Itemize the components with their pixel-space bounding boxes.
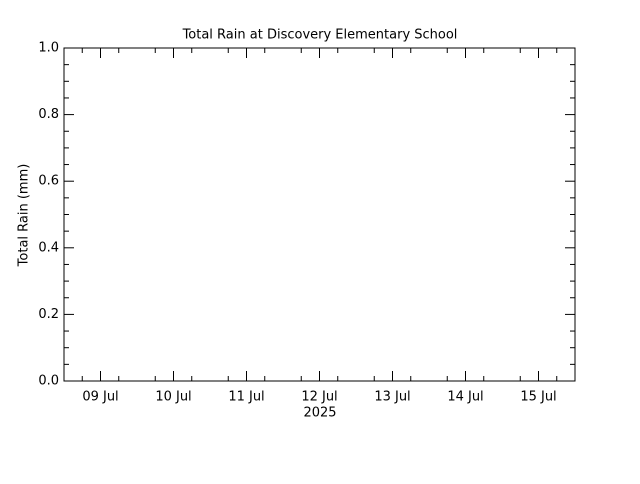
x-tick-label: 12 Jul (301, 390, 337, 405)
y-tick-label: 0.0 (38, 374, 59, 389)
chart-title: Total Rain at Discovery Elementary Schoo… (182, 28, 458, 43)
y-axis-label: Total Rain (mm) (17, 164, 32, 268)
x-tick-label: 14 Jul (447, 390, 483, 405)
x-sublabel: 2025 (303, 406, 336, 421)
x-tick-label: 11 Jul (228, 390, 264, 405)
x-tick-label: 10 Jul (155, 390, 191, 405)
y-tick-label: 0.2 (38, 307, 59, 322)
y-tick-label: 1.0 (38, 41, 59, 56)
x-tick-label: 09 Jul (82, 390, 118, 405)
plot-frame (63, 47, 576, 382)
y-tick-label: 0.8 (38, 107, 59, 122)
y-tick-label: 0.4 (38, 240, 59, 255)
x-tick-label: 15 Jul (520, 390, 556, 405)
x-tick-label: 13 Jul (374, 390, 410, 405)
y-tick-label: 0.6 (38, 174, 59, 189)
